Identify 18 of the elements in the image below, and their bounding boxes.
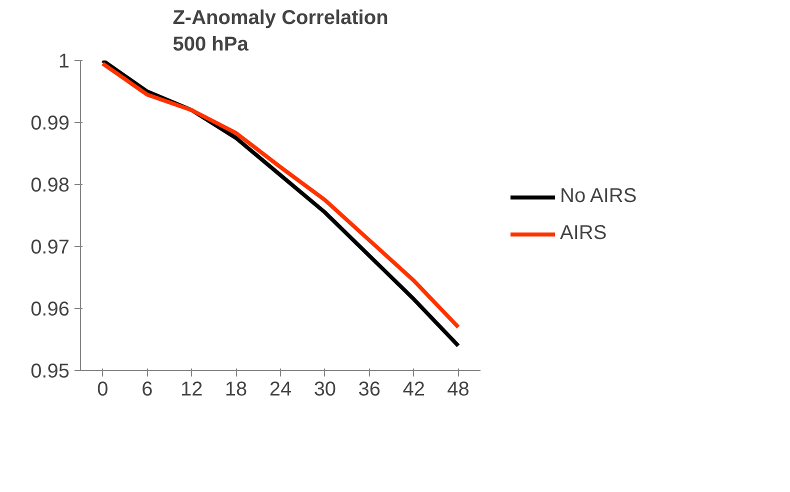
x-tick-label: 30 (314, 378, 336, 400)
x-tick-label: 42 (402, 378, 425, 400)
y-tick-label: 0.99 (30, 112, 70, 134)
x-tick-label: 18 (224, 378, 248, 400)
x-tick-label: 48 (447, 378, 470, 400)
y-tick-label: 0.96 (30, 298, 70, 320)
y-tick-label: 0.97 (30, 236, 70, 258)
x-tick-label: 0 (97, 378, 108, 400)
legend-label: No AIRS (560, 185, 637, 208)
chart-title: Z-Anomaly Correlation 500 hPa (172, 7, 388, 56)
x-tick-label: 12 (180, 378, 203, 400)
y-tick-label: 0.98 (30, 174, 70, 196)
x-tick-label: 24 (269, 378, 292, 400)
legend-label: AIRS (560, 222, 607, 245)
x-tick-label: 6 (142, 378, 153, 400)
y-tick-label: 1 (58, 50, 70, 72)
x-tick-label: 36 (358, 378, 381, 400)
y-tick-label: 0.95 (30, 360, 70, 382)
